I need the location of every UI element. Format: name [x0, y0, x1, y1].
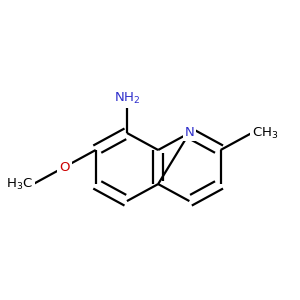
Text: O: O: [59, 160, 70, 173]
Text: CH$_3$: CH$_3$: [252, 125, 278, 140]
Text: NH$_2$: NH$_2$: [114, 92, 140, 106]
Text: H$_3$C: H$_3$C: [6, 176, 33, 192]
Text: N: N: [184, 127, 194, 140]
